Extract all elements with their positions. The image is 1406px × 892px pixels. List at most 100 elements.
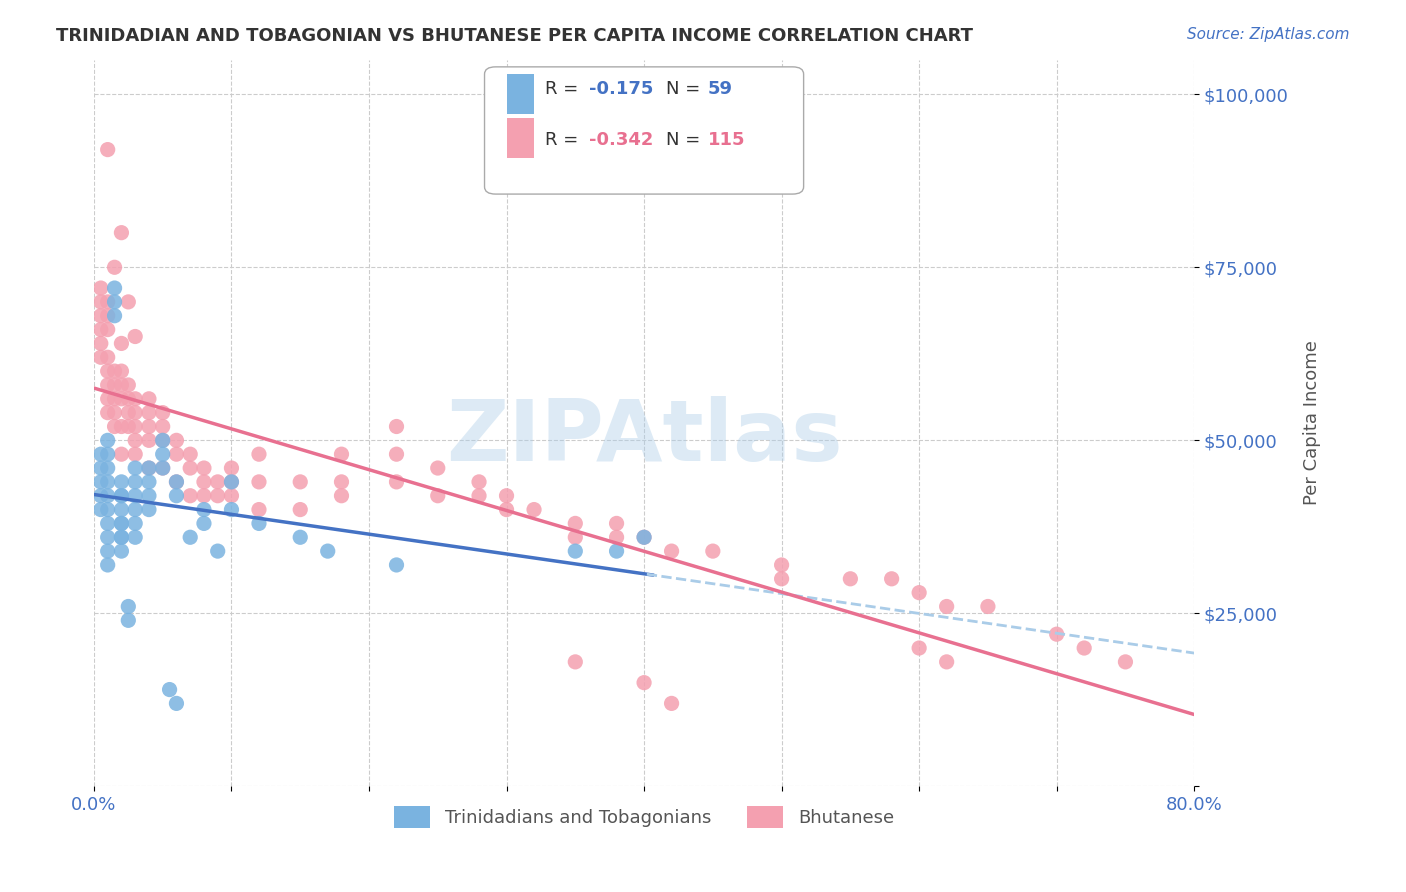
Point (385, 558, 408, 572)
Point (124, 516, 146, 531)
Point (633, 675, 655, 690)
Point (90, 447, 112, 461)
Point (152, 461, 174, 475)
Point (124, 502, 146, 516)
Point (152, 434, 174, 448)
Point (117, 613, 139, 627)
Point (935, 655, 957, 669)
Point (1073, 640, 1095, 655)
Point (661, 544, 683, 558)
Point (221, 489, 243, 503)
Point (124, 392, 146, 406)
Point (152, 419, 174, 434)
Point (110, 489, 132, 503)
Point (316, 544, 339, 558)
Point (935, 599, 957, 614)
Point (426, 489, 449, 503)
Point (97, 558, 120, 572)
Point (90, 322, 112, 336)
Point (330, 489, 353, 503)
Y-axis label: Per Capita Income: Per Capita Income (1303, 341, 1320, 506)
Point (165, 475, 187, 489)
Point (97, 461, 120, 475)
Point (90, 336, 112, 351)
Point (495, 502, 517, 516)
Text: N =: N = (666, 79, 706, 98)
Point (110, 516, 132, 531)
Point (426, 461, 449, 475)
Point (103, 419, 125, 434)
Point (97, 475, 120, 489)
Point (90, 281, 112, 295)
Point (103, 364, 125, 378)
Point (138, 461, 160, 475)
Point (97, 544, 120, 558)
Point (495, 489, 517, 503)
Point (165, 447, 187, 461)
Point (138, 489, 160, 503)
Point (290, 502, 312, 516)
Point (179, 461, 201, 475)
Point (152, 461, 174, 475)
Point (90, 461, 112, 475)
Point (124, 419, 146, 434)
Point (138, 502, 160, 516)
Text: 115: 115 (707, 130, 745, 149)
Point (103, 392, 125, 406)
Point (207, 475, 229, 489)
Point (117, 599, 139, 614)
Text: TRINIDADIAN AND TOBAGONIAN VS BHUTANESE PER CAPITA INCOME CORRELATION CHART: TRINIDADIAN AND TOBAGONIAN VS BHUTANESE … (56, 27, 973, 45)
Point (606, 544, 628, 558)
Point (97, 489, 120, 503)
Text: ZIPAtlas: ZIPAtlas (446, 396, 842, 479)
Point (97, 309, 120, 323)
Point (110, 475, 132, 489)
Point (110, 530, 132, 544)
Point (117, 419, 139, 434)
FancyBboxPatch shape (485, 67, 804, 194)
Point (1046, 627, 1069, 641)
Point (110, 447, 132, 461)
Point (385, 447, 408, 461)
Point (110, 516, 132, 531)
Point (97, 516, 120, 531)
Point (661, 697, 683, 711)
Text: -0.342: -0.342 (589, 130, 654, 149)
Point (110, 378, 132, 392)
Point (839, 572, 862, 586)
Point (97, 434, 120, 448)
Point (117, 392, 139, 406)
Point (97, 502, 120, 516)
Point (110, 489, 132, 503)
Point (138, 419, 160, 434)
Point (117, 406, 139, 420)
Point (564, 516, 586, 531)
Point (564, 655, 586, 669)
Point (110, 530, 132, 544)
Point (179, 530, 201, 544)
Point (124, 489, 146, 503)
Point (110, 364, 132, 378)
Point (110, 502, 132, 516)
Text: N =: N = (666, 130, 706, 149)
Point (207, 544, 229, 558)
Point (165, 697, 187, 711)
Point (103, 406, 125, 420)
Point (193, 489, 215, 503)
Point (90, 489, 112, 503)
Point (124, 530, 146, 544)
Point (207, 489, 229, 503)
Point (117, 294, 139, 309)
Point (103, 378, 125, 392)
Point (103, 309, 125, 323)
Point (908, 640, 931, 655)
Point (124, 434, 146, 448)
Point (606, 530, 628, 544)
Point (159, 682, 181, 697)
Point (468, 489, 491, 503)
Text: R =: R = (546, 130, 583, 149)
Point (124, 447, 146, 461)
Point (385, 419, 408, 434)
Point (138, 475, 160, 489)
Point (97, 447, 120, 461)
